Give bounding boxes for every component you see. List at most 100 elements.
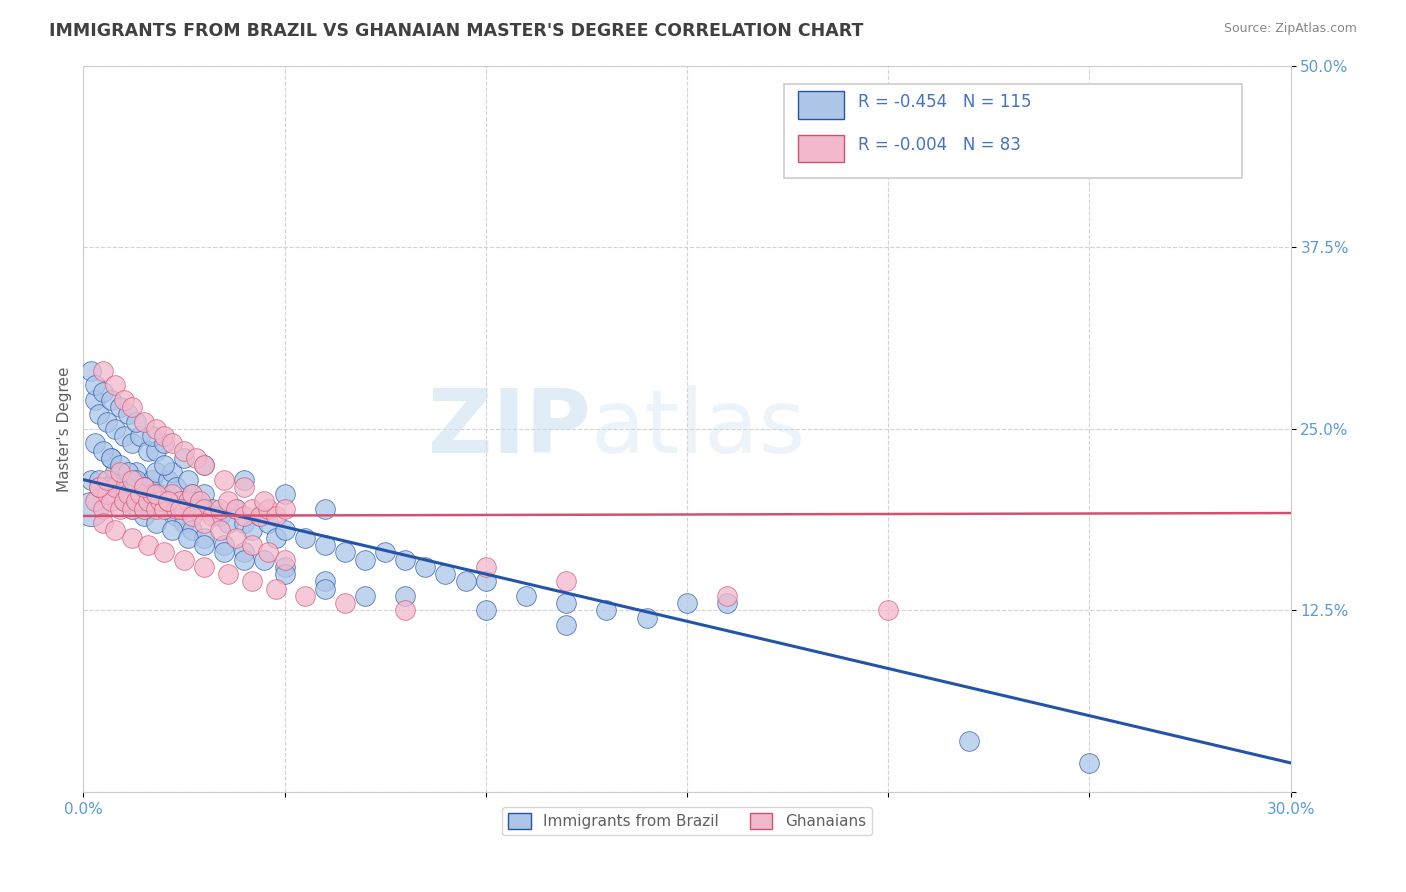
Point xyxy=(233,508,256,523)
Point xyxy=(354,589,377,603)
Point xyxy=(165,480,187,494)
Point xyxy=(117,466,139,480)
Point xyxy=(149,487,172,501)
Point xyxy=(193,538,215,552)
Point xyxy=(273,501,295,516)
Point xyxy=(177,531,200,545)
Point xyxy=(209,501,232,516)
Point xyxy=(121,436,143,450)
Point xyxy=(173,501,195,516)
Point xyxy=(104,487,127,501)
Point xyxy=(555,596,578,610)
Point xyxy=(160,466,183,480)
Point xyxy=(240,538,263,552)
Point xyxy=(333,545,356,559)
Point xyxy=(217,494,239,508)
Point xyxy=(201,501,224,516)
Point xyxy=(169,494,191,508)
Point xyxy=(117,407,139,421)
Point xyxy=(100,450,122,465)
Legend: Immigrants from Brazil, Ghanaians: Immigrants from Brazil, Ghanaians xyxy=(502,807,872,835)
Point xyxy=(188,501,211,516)
Point xyxy=(225,501,247,516)
Point xyxy=(93,516,115,531)
Point xyxy=(555,618,578,632)
Point xyxy=(184,494,207,508)
Point xyxy=(121,400,143,414)
Point xyxy=(173,450,195,465)
Point xyxy=(253,494,276,508)
Point xyxy=(145,422,167,436)
Point xyxy=(474,574,496,589)
Point xyxy=(152,501,174,516)
Point xyxy=(169,501,191,516)
Point xyxy=(132,508,155,523)
Point xyxy=(266,531,288,545)
Point xyxy=(124,415,146,429)
Point xyxy=(257,501,280,516)
Point xyxy=(145,487,167,501)
Point xyxy=(80,473,103,487)
FancyBboxPatch shape xyxy=(799,135,844,162)
Point xyxy=(1078,756,1101,770)
Text: IMMIGRANTS FROM BRAZIL VS GHANAIAN MASTER'S DEGREE CORRELATION CHART: IMMIGRANTS FROM BRAZIL VS GHANAIAN MASTE… xyxy=(49,22,863,40)
Point xyxy=(314,582,336,596)
Point xyxy=(257,545,280,559)
Point xyxy=(249,508,271,523)
Point xyxy=(212,545,235,559)
Point xyxy=(108,466,131,480)
Point xyxy=(233,480,256,494)
Point xyxy=(104,378,127,392)
Point xyxy=(112,494,135,508)
Point xyxy=(121,501,143,516)
Point xyxy=(957,734,980,748)
Point xyxy=(249,508,271,523)
Point xyxy=(193,516,215,531)
Point xyxy=(89,480,111,494)
Text: atlas: atlas xyxy=(591,385,806,472)
Point xyxy=(141,429,163,443)
Point xyxy=(273,552,295,566)
Point xyxy=(233,473,256,487)
Point xyxy=(193,501,215,516)
Point xyxy=(415,559,437,574)
Point xyxy=(108,458,131,472)
Point xyxy=(141,473,163,487)
Point xyxy=(108,473,131,487)
Point xyxy=(181,487,204,501)
Point xyxy=(273,487,295,501)
Point xyxy=(877,603,900,617)
Point xyxy=(201,508,224,523)
Point xyxy=(193,487,215,501)
Point xyxy=(112,494,135,508)
Point xyxy=(136,480,159,494)
Point xyxy=(184,450,207,465)
Point xyxy=(165,501,187,516)
Point xyxy=(84,378,107,392)
Point xyxy=(104,422,127,436)
Point xyxy=(93,385,115,400)
Point xyxy=(184,501,207,516)
Point xyxy=(136,443,159,458)
Point xyxy=(132,501,155,516)
Point xyxy=(434,567,457,582)
Point xyxy=(181,487,204,501)
Point xyxy=(117,480,139,494)
Point xyxy=(152,458,174,472)
Point xyxy=(156,494,179,508)
Point xyxy=(676,596,699,610)
Point xyxy=(84,494,107,508)
Point xyxy=(169,494,191,508)
Point xyxy=(716,589,738,603)
Point xyxy=(374,545,396,559)
Point xyxy=(149,494,172,508)
Point xyxy=(233,552,256,566)
Point xyxy=(333,596,356,610)
Point xyxy=(209,508,232,523)
Point xyxy=(93,364,115,378)
Point xyxy=(80,364,103,378)
Point xyxy=(474,559,496,574)
Text: R = -0.454   N = 115: R = -0.454 N = 115 xyxy=(859,93,1032,111)
Point xyxy=(193,458,215,472)
Point xyxy=(314,574,336,589)
